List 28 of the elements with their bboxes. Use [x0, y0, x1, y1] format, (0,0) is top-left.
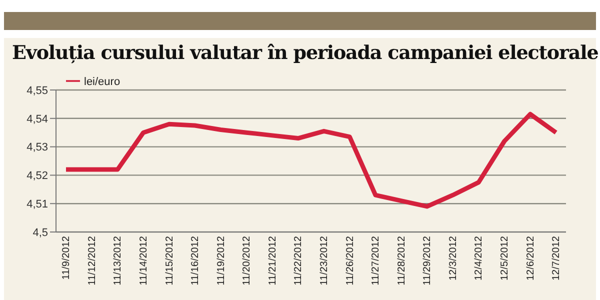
x-tick-label: 11/23/2012: [318, 236, 330, 286]
x-tick-label: 11/12/2012: [86, 236, 98, 286]
x-tick-label: 12/5/2012: [500, 236, 511, 280]
x-tick-label: 11/21/2012: [267, 236, 278, 286]
x-tick-label: 11/20/2012: [242, 236, 253, 286]
x-tick-label: 12/4/2012: [474, 236, 485, 280]
y-tick-label: 4,53: [26, 142, 48, 154]
legend-label: lei/euro: [84, 76, 120, 88]
x-tick-label: 11/9/2012: [61, 236, 72, 280]
y-tick-label: 4,5: [32, 226, 48, 239]
x-tick-label: 12/6/2012: [525, 236, 536, 280]
x-tick-label: 12/3/2012: [448, 236, 459, 280]
x-tick-label: 11/22/2012: [293, 236, 304, 286]
x-tick-label: 11/29/2012: [422, 236, 434, 286]
x-tick-label: 11/13/2012: [112, 236, 124, 286]
y-tick-label: 4,55: [26, 84, 48, 97]
x-tick-label: 12/7/2012: [551, 236, 562, 280]
x-tick-label: 11/19/2012: [216, 236, 227, 286]
x-tick-label: 11/15/2012: [164, 236, 176, 286]
x-tick-label: 11/16/2012: [190, 236, 202, 286]
x-tick-label: 11/27/2012: [370, 236, 382, 286]
y-tick-label: 4,54: [26, 113, 48, 126]
chart-title: Evoluția cursului valutar în perioada campaniei electorale: [11, 41, 598, 64]
x-tick-label: 11/14/2012: [138, 236, 150, 286]
x-tick-label: 11/26/2012: [344, 236, 356, 286]
y-tick-label: 4,51: [26, 198, 48, 211]
y-tick-label: 4,52: [26, 170, 48, 182]
x-tick-label: 11/28/2012: [396, 236, 408, 286]
